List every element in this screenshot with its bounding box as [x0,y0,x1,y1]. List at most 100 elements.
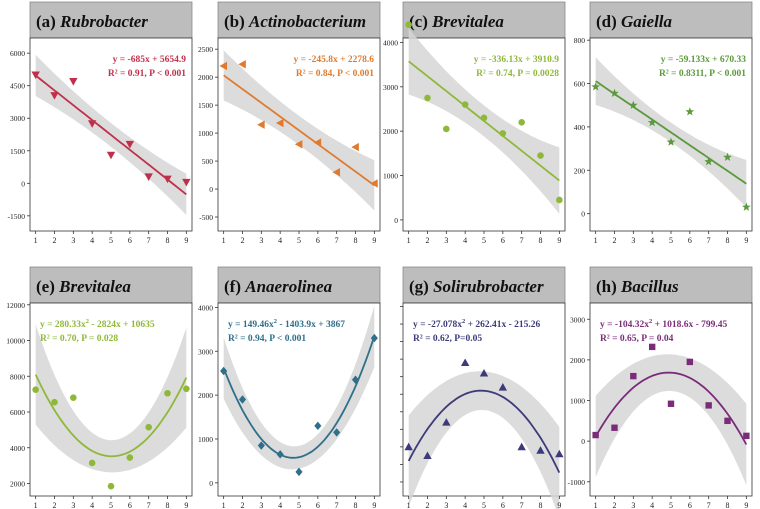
x-tick-label: 4 [463,501,467,509]
x-tick-label: 1 [222,501,226,509]
panel-letter: (b) [224,12,245,31]
x-tick-label: 8 [726,501,730,509]
equation-tail: - 1403.9x + 3867 [277,320,345,330]
fit-line [35,74,187,196]
x-tick-label: 9 [744,236,748,245]
equation-tail: + 1018.6x - 799.45 [652,320,727,330]
fit-line [407,389,561,473]
panel-title: (g) Solirubrobacter [409,277,544,296]
x-tick-label: 5 [297,501,301,509]
fit-stats: R² = 0.74, P = 0.0028 [476,69,559,79]
x-tick-label: 5 [297,236,301,245]
data-point [144,173,153,181]
data-point [126,454,134,461]
y-tick-label: 4000 [383,38,398,47]
data-point [556,196,563,204]
genus-name: Brevitalea [58,277,131,296]
fit-stats: R² = 0.70, P = 0.028 [40,334,118,344]
data-point [88,459,96,467]
x-tick-label: 4 [90,501,94,509]
data-point [314,421,322,431]
panel-letter: (a) [36,12,56,31]
x-tick-label: 3 [71,501,75,509]
x-tick-label: 5 [669,501,673,509]
y-tick-label: 8000 [10,372,25,381]
data-point [537,152,544,159]
genus-name: Gaiella [621,12,672,31]
data-point [50,92,59,100]
data-point [276,450,284,459]
panel-header [29,266,193,304]
x-tick-label: 5 [482,236,486,245]
data-point [592,431,599,439]
fit-stats: R² = 0.84, P < 0.001 [296,69,374,79]
genus-name: Solirubrobacter [433,277,544,296]
panel-g: (g) Solirubrobacter 1 2 3 4 5 6 7 8 9 y = -27.078x… [400,266,566,509]
y-tick-label: 2500 [198,45,213,54]
data-point [370,333,378,343]
equation-exponent: 2 [274,318,277,325]
data-point [370,179,378,188]
data-point [741,202,751,211]
data-point [461,101,469,108]
equation-main: y = 149.46x [228,320,274,330]
x-tick-label: 6 [688,236,692,245]
data-point [70,394,77,402]
x-tick-label: 1 [594,501,598,509]
panel-letter: (h) [596,277,617,296]
y-tick-label: 0 [581,210,585,219]
y-tick-label: 2000 [198,73,213,82]
y-tick-label: 1000 [383,172,398,181]
data-point [536,446,545,454]
data-point [32,386,39,393]
x-tick-label: 1 [407,236,411,245]
fit-equation: y = -104.32x2 + 1018.6x - 799.45 [600,318,728,330]
panel-header [589,1,753,39]
x-tick-label: 3 [444,501,448,509]
fit-equation: y = 149.46x2 - 1403.9x + 3867 [228,318,345,330]
fit-line [595,80,747,185]
data-point [423,451,432,460]
data-point [275,118,284,128]
x-tick-label: 9 [184,501,188,509]
data-point [69,78,78,86]
y-tick-label: -1000 [568,478,586,487]
panel-title: (h) Bacillus [596,277,679,296]
x-tick-label: 8 [354,501,358,509]
x-tick-label: 1 [34,236,38,245]
genus-name: Anaerolinea [244,277,332,296]
data-point [125,140,135,149]
x-tick-label: 5 [109,501,113,509]
x-tick-label: 3 [631,236,635,245]
data-point [591,82,601,91]
fit-line [594,371,748,445]
panel-header [402,266,566,304]
x-tick-label: 2 [52,501,56,509]
y-tick-label: 1500 [198,101,213,110]
genus-name: Rubrobacter [59,12,148,31]
fit-equation: y = 280.33x2 - 2824x + 10635 [40,318,155,330]
y-tick-label: 2000 [383,127,398,136]
data-point [685,107,695,116]
data-point [517,442,526,451]
data-point [723,152,732,161]
x-tick-label: 2 [425,236,429,245]
x-tick-label: 7 [147,236,151,245]
data-point [518,118,525,126]
x-tick-label: 1 [34,501,38,509]
x-tick-label: 2 [52,236,56,245]
x-tick-label: 8 [166,236,170,245]
data-point [257,441,265,450]
fit-stats: R² = 0.62, P=0.05 [413,334,482,344]
data-point [238,395,247,404]
data-point [405,21,412,28]
y-tick-label: 12000 [6,301,25,310]
data-point [630,372,637,380]
panel-title: (d) Gaiella [596,12,673,31]
fit-equation: y = -245.8x + 2278.6 [294,55,375,65]
data-point [479,368,489,377]
y-tick-label: 800 [574,36,586,45]
equation-main: y = -27.078x [413,320,462,330]
y-tick-label: 600 [574,80,586,89]
